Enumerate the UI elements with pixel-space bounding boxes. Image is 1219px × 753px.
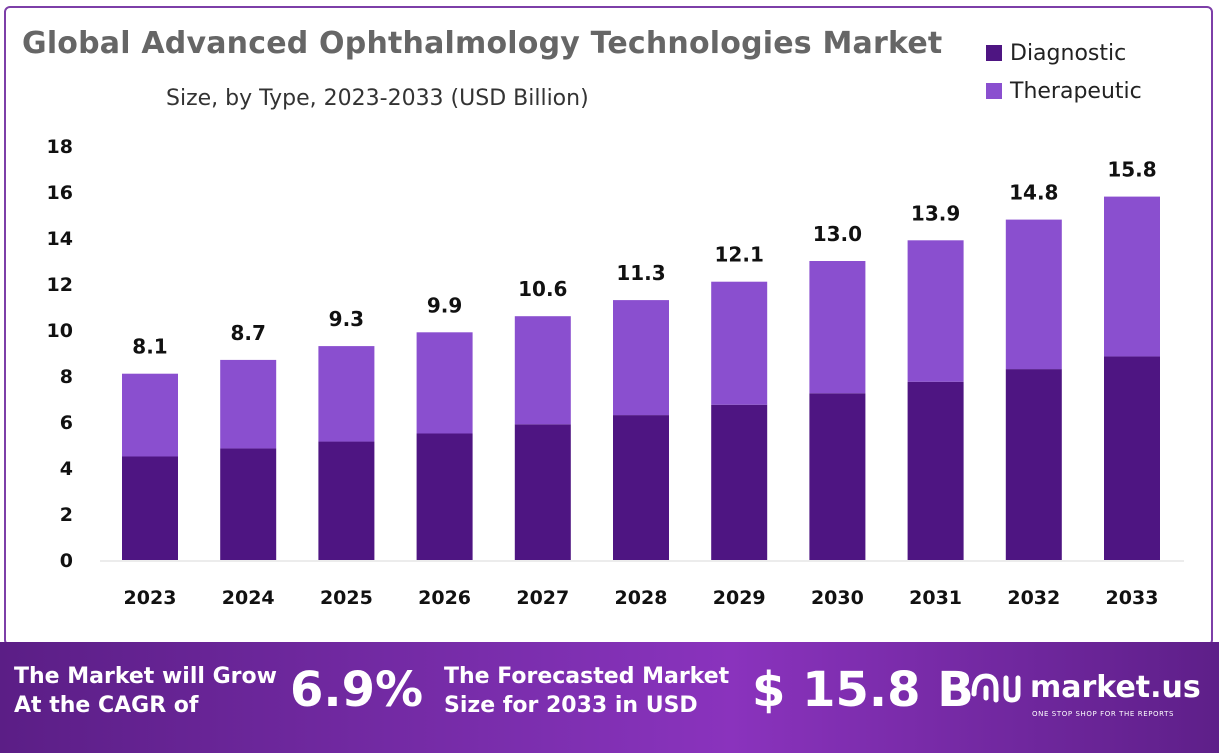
bar-diagnostic-2026: [416, 433, 473, 560]
bar-total-label: 9.3: [329, 307, 364, 331]
x-tick-label: 2027: [516, 587, 569, 609]
forecast-text: The Forecasted Market Size for 2033 in U…: [444, 662, 729, 720]
forecast-text-line2: Size for 2033 in USD: [444, 693, 698, 718]
bar-therapeutic-2033: [1104, 196, 1160, 357]
bar-total-label: 13.0: [813, 222, 862, 246]
x-tick-label: 2026: [418, 587, 471, 609]
brand-tagline: ONE STOP SHOP FOR THE REPORTS: [1032, 710, 1175, 718]
x-tick-label: 2032: [1007, 587, 1060, 609]
legend-label-diagnostic: Diagnostic: [1010, 40, 1127, 66]
bar-diagnostic-2030: [809, 393, 866, 560]
bar-therapeutic-2029: [711, 281, 768, 405]
bar-therapeutic-2032: [1005, 219, 1062, 370]
bar-therapeutic-2026: [416, 332, 473, 434]
market-us-logo-icon: [971, 673, 1021, 703]
bar-therapeutic-2028: [613, 300, 669, 416]
bar-total-label: 8.7: [230, 321, 265, 345]
bar-therapeutic-2031: [907, 240, 964, 382]
cagr-text-line1: The Market will Grow: [14, 664, 277, 689]
x-tick-label: 2030: [811, 587, 864, 609]
forecast-value: $ 15.8 B: [752, 662, 974, 718]
x-tick-label: 2024: [222, 587, 275, 609]
bar-therapeutic-2030: [809, 261, 866, 394]
y-tick-label: 0: [60, 550, 73, 572]
legend-label-therapeutic: Therapeutic: [1010, 78, 1142, 104]
cagr-value: 6.9%: [290, 662, 424, 718]
bar-diagnostic-2023: [122, 456, 178, 560]
brand-name: market.us: [1030, 670, 1201, 705]
chart-title: Global Advanced Ophthalmology Technologi…: [22, 26, 943, 61]
bar-total-label: 10.6: [518, 277, 567, 301]
y-tick-label: 16: [47, 182, 73, 204]
y-tick-label: 18: [47, 136, 73, 158]
bar-total-label: 14.8: [1009, 181, 1058, 205]
x-tick-label: 2031: [909, 587, 962, 609]
bar-total-label: 8.1: [132, 335, 167, 359]
y-tick-label: 12: [47, 274, 73, 296]
stacked-bar-chart: 0 2 4 6 8 10 12 14 16 18 8.1 2023 8.7 2024 9.3 2025 9.9 2…: [47, 136, 1184, 609]
chart-subtitle: Size, by Type, 2023-2033 (USD Billion): [166, 86, 589, 111]
bar-diagnostic-2029: [711, 404, 768, 560]
legend-item-therapeutic: Therapeutic: [986, 72, 1142, 110]
x-tick-label: 2029: [713, 587, 766, 609]
bar-total-label: 13.9: [911, 201, 960, 225]
bar-total-label: 9.9: [427, 293, 462, 317]
forecast-text-line1: The Forecasted Market: [444, 664, 730, 689]
bar-total-label: 11.3: [616, 261, 665, 285]
brand-logo: market.us ONE STOP SHOP FOR THE REPORTS: [968, 668, 1201, 718]
legend-swatch-therapeutic: [986, 83, 1002, 99]
bar-therapeutic-2027: [514, 316, 571, 425]
legend: Diagnostic Therapeutic: [986, 34, 1142, 110]
bar-diagnostic-2025: [318, 441, 375, 560]
bar-diagnostic-2033: [1104, 356, 1160, 560]
bar-diagnostic-2024: [220, 448, 277, 560]
cagr-text-line2: At the CAGR of: [14, 693, 199, 718]
bar-diagnostic-2028: [613, 415, 669, 560]
bar-diagnostic-2032: [1005, 369, 1062, 560]
bar-therapeutic-2023: [122, 373, 178, 457]
bar-diagnostic-2031: [907, 381, 964, 560]
x-tick-label: 2028: [615, 587, 668, 609]
y-tick-label: 4: [60, 458, 73, 480]
x-tick-label: 2033: [1106, 587, 1159, 609]
x-tick-label: 2023: [124, 587, 177, 609]
bar-total-label: 15.8: [1107, 158, 1156, 182]
y-tick-label: 14: [47, 228, 73, 250]
y-tick-label: 6: [60, 412, 73, 434]
cagr-text: The Market will Grow At the CAGR of: [14, 662, 277, 720]
legend-item-diagnostic: Diagnostic: [986, 34, 1142, 72]
y-tick-label: 2: [60, 504, 73, 526]
bar-diagnostic-2027: [514, 424, 571, 560]
footer-banner: The Market will Grow At the CAGR of 6.9%…: [0, 642, 1219, 753]
y-tick-label: 8: [60, 366, 73, 388]
x-tick-label: 2025: [320, 587, 373, 609]
y-tick-label: 10: [47, 320, 73, 342]
legend-swatch-diagnostic: [986, 45, 1002, 61]
bar-therapeutic-2024: [220, 359, 277, 449]
bar-therapeutic-2025: [318, 346, 375, 442]
bar-total-label: 12.1: [715, 243, 764, 267]
